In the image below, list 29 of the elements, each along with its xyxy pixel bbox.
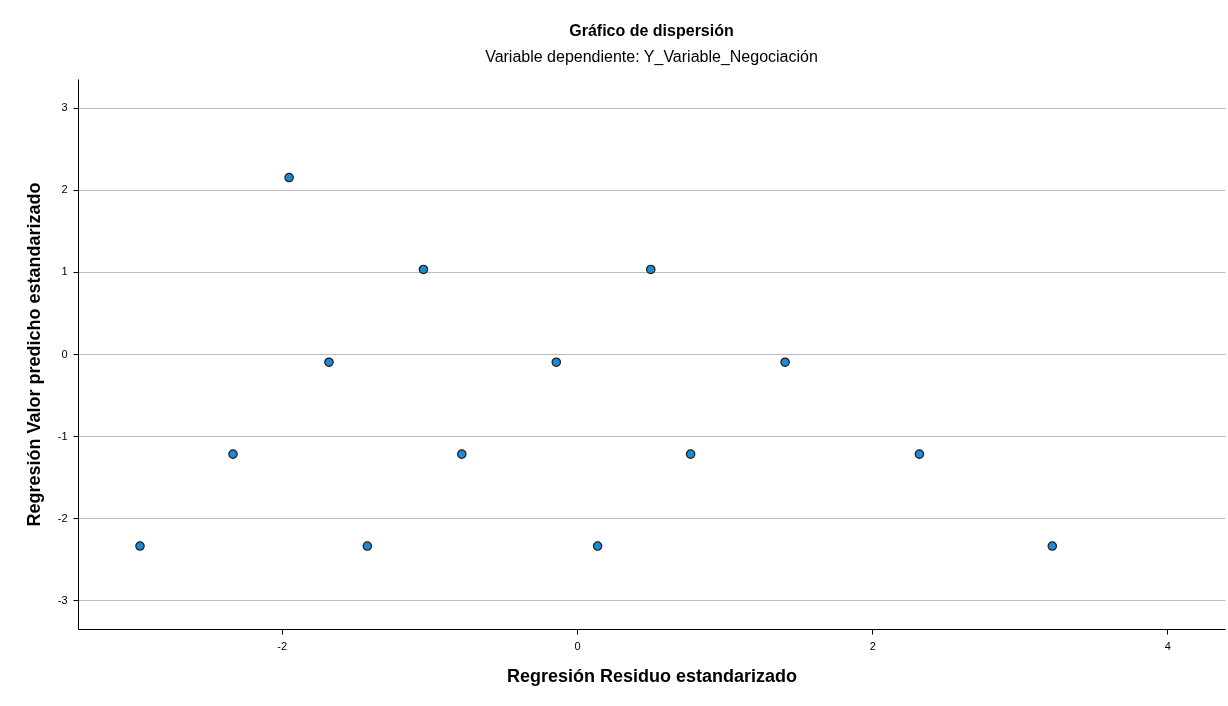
chart-title: Gráfico de dispersión [569,22,734,39]
y-tick-label: -1 [57,429,68,442]
x-tick-label: 4 [1164,639,1171,652]
point [135,541,145,551]
point [324,357,334,367]
x-tick-label: -2 [277,639,288,652]
y-axis-title: Regresión Valor predicho estandarizado [23,182,44,527]
y-tick-label: 2 [61,183,68,196]
chart-subtitle: Variable dependiente: Y_Variable_Negociación [485,48,818,66]
y-tick-label: 3 [61,101,68,114]
point [685,449,696,459]
point [1047,541,1058,551]
x-tick-label: 0 [574,639,581,652]
point [228,449,238,459]
x-tick-label: 2 [869,639,876,652]
point [362,541,373,551]
y-tick-label: 0 [61,347,68,360]
point [780,357,790,367]
point [457,449,467,459]
point [551,357,562,367]
y-tick-label: 1 [61,265,68,278]
point [418,264,429,275]
x-axis-title: Regresión Residuo estandarizado [506,665,798,686]
y-tick-label: -2 [57,511,68,524]
point [284,172,294,183]
y-tick-label: -3 [57,593,68,606]
point [914,449,925,459]
point [592,541,603,551]
point [645,264,656,275]
